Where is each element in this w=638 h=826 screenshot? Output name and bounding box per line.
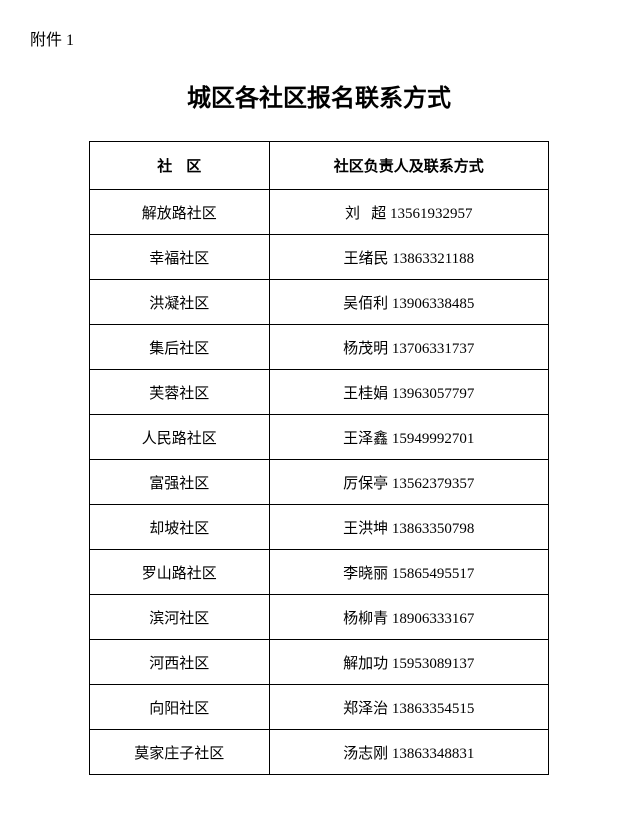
contact-cell: 王泽鑫 15949992701 bbox=[269, 415, 548, 460]
contact-cell: 郑泽治 13863354515 bbox=[269, 685, 548, 730]
community-cell: 幸福社区 bbox=[90, 235, 270, 280]
table-row: 洪凝社区吴佰利 13906338485 bbox=[90, 280, 549, 325]
table-row: 滨河社区杨柳青 18906333167 bbox=[90, 595, 549, 640]
table-row: 向阳社区郑泽治 13863354515 bbox=[90, 685, 549, 730]
contact-cell: 刘 超 13561932957 bbox=[269, 190, 548, 235]
table-row: 罗山路社区李晓丽 15865495517 bbox=[90, 550, 549, 595]
community-cell: 富强社区 bbox=[90, 460, 270, 505]
table-row: 集后社区杨茂明 13706331737 bbox=[90, 325, 549, 370]
community-cell: 集后社区 bbox=[90, 325, 270, 370]
contact-table: 社区 社区负责人及联系方式 解放路社区刘 超 13561932957幸福社区王绪… bbox=[89, 141, 549, 775]
attachment-label: 附件 1 bbox=[0, 0, 638, 50]
table-row: 芙蓉社区王桂娟 13963057797 bbox=[90, 370, 549, 415]
contact-cell: 解加功 15953089137 bbox=[269, 640, 548, 685]
table-row: 幸福社区王绪民 13863321188 bbox=[90, 235, 549, 280]
community-cell: 却坡社区 bbox=[90, 505, 270, 550]
contact-cell: 杨柳青 18906333167 bbox=[269, 595, 548, 640]
community-cell: 河西社区 bbox=[90, 640, 270, 685]
contact-cell: 杨茂明 13706331737 bbox=[269, 325, 548, 370]
table-row: 解放路社区刘 超 13561932957 bbox=[90, 190, 549, 235]
table-container: 社区 社区负责人及联系方式 解放路社区刘 超 13561932957幸福社区王绪… bbox=[0, 141, 638, 775]
community-cell: 向阳社区 bbox=[90, 685, 270, 730]
table-header-row: 社区 社区负责人及联系方式 bbox=[90, 142, 549, 190]
contact-cell: 王绪民 13863321188 bbox=[269, 235, 548, 280]
table-row: 却坡社区王洪坤 13863350798 bbox=[90, 505, 549, 550]
community-cell: 芙蓉社区 bbox=[90, 370, 270, 415]
table-row: 河西社区解加功 15953089137 bbox=[90, 640, 549, 685]
page-title: 城区各社区报名联系方式 bbox=[0, 78, 638, 113]
community-cell: 莫家庄子社区 bbox=[90, 730, 270, 775]
table-header-community: 社区 bbox=[90, 142, 270, 190]
table-row: 莫家庄子社区汤志刚 13863348831 bbox=[90, 730, 549, 775]
table-row: 富强社区厉保亭 13562379357 bbox=[90, 460, 549, 505]
contact-cell: 汤志刚 13863348831 bbox=[269, 730, 548, 775]
community-cell: 罗山路社区 bbox=[90, 550, 270, 595]
contact-cell: 李晓丽 15865495517 bbox=[269, 550, 548, 595]
community-cell: 解放路社区 bbox=[90, 190, 270, 235]
table-row: 人民路社区王泽鑫 15949992701 bbox=[90, 415, 549, 460]
contact-cell: 王洪坤 13863350798 bbox=[269, 505, 548, 550]
contact-cell: 王桂娟 13963057797 bbox=[269, 370, 548, 415]
contact-cell: 吴佰利 13906338485 bbox=[269, 280, 548, 325]
community-cell: 洪凝社区 bbox=[90, 280, 270, 325]
community-cell: 滨河社区 bbox=[90, 595, 270, 640]
table-header-contact: 社区负责人及联系方式 bbox=[269, 142, 548, 190]
contact-cell: 厉保亭 13562379357 bbox=[269, 460, 548, 505]
community-cell: 人民路社区 bbox=[90, 415, 270, 460]
